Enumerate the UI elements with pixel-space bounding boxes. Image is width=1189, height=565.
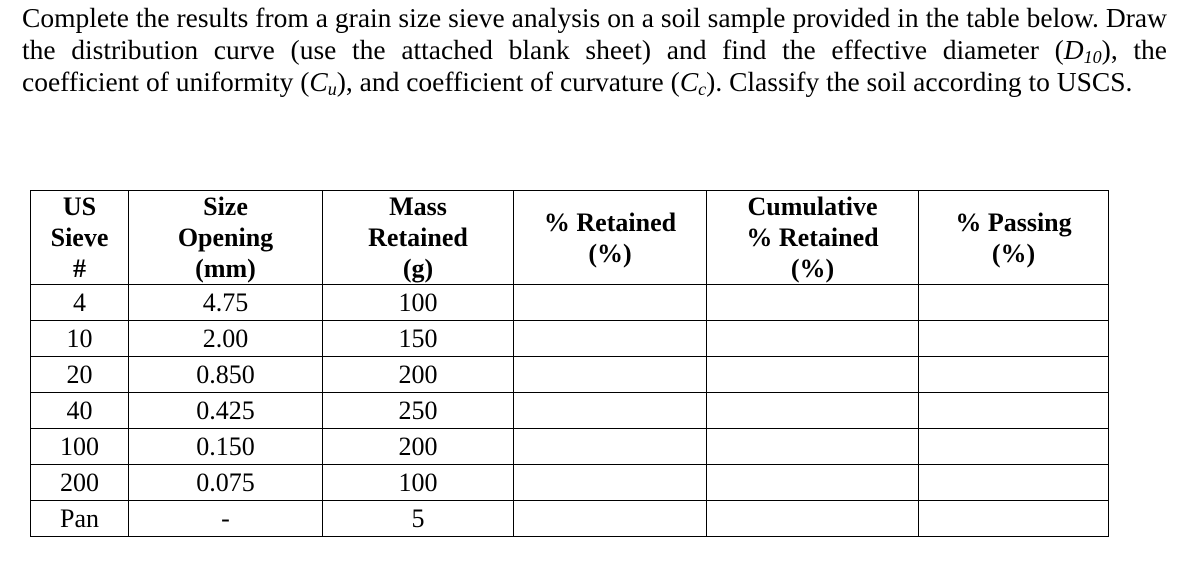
table-row: 40 0.425 250 bbox=[30, 392, 1109, 429]
header-cell: Cumulative% Retained (%) bbox=[706, 190, 919, 285]
table-row: 10 2.00 150 bbox=[30, 320, 1109, 357]
cell: 200 bbox=[322, 428, 514, 465]
sieve-table: US Sieve # Size Opening (mm) Mass Retained (g)% … bbox=[30, 190, 1109, 537]
cell: 0.850 bbox=[128, 356, 323, 393]
header-cell: Size Opening (mm) bbox=[128, 190, 323, 285]
header-line: % Passing bbox=[955, 207, 1072, 237]
table-row: 4 4.75 100 bbox=[30, 284, 1109, 321]
header-cell: US Sieve # bbox=[30, 190, 129, 285]
empty-cell bbox=[706, 392, 919, 429]
subscript: u bbox=[328, 79, 337, 99]
cell: - bbox=[128, 500, 323, 537]
cell: 200 bbox=[30, 464, 129, 501]
header-line: Mass bbox=[389, 192, 447, 221]
table-row: 20 0.850 200 bbox=[30, 356, 1109, 393]
header-line: (%) bbox=[991, 238, 1036, 268]
empty-cell bbox=[706, 428, 919, 465]
table-row: Pan -5 bbox=[30, 500, 1109, 537]
cell: 4.75 bbox=[128, 284, 323, 321]
header-cell: Mass Retained (g) bbox=[322, 190, 514, 285]
subscript-text: u bbox=[327, 79, 337, 99]
subscript: 10 bbox=[1084, 47, 1102, 67]
cell: 5 bbox=[322, 500, 514, 537]
header-line: % Retained bbox=[543, 207, 677, 237]
symbol: D bbox=[1063, 34, 1084, 65]
empty-cell bbox=[918, 428, 1109, 465]
symbol: C bbox=[679, 66, 699, 97]
cell: 2.00 bbox=[128, 320, 323, 357]
empty-cell bbox=[706, 356, 919, 393]
empty-cell bbox=[706, 320, 919, 357]
cell: 100 bbox=[30, 428, 129, 465]
header-line: (%) bbox=[790, 254, 835, 283]
cell: 20 bbox=[30, 356, 129, 393]
header-cell: % Retained (%) bbox=[513, 190, 707, 285]
empty-cell bbox=[918, 320, 1109, 357]
empty-cell bbox=[918, 392, 1109, 429]
header-line: (%) bbox=[588, 238, 632, 268]
text: ), the coefficient of uniformity ( bbox=[22, 34, 1167, 97]
text: ), and coefficient of curvature ( bbox=[336, 66, 680, 97]
table-row: 200 0.075 100 bbox=[30, 464, 1109, 501]
subscript-text: c bbox=[698, 79, 707, 99]
header-line: (g) bbox=[402, 254, 434, 283]
cell: 0.150 bbox=[128, 428, 323, 465]
table-body: 4 4.75 100 10 2.00 150 20 0.850 200 40 0.425 250 100… bbox=[30, 284, 1109, 537]
empty-cell bbox=[918, 284, 1109, 321]
empty-cell bbox=[706, 500, 919, 537]
table-row: 100 0.150 200 bbox=[30, 428, 1109, 465]
header-line: Retained bbox=[368, 223, 468, 252]
cell: 10 bbox=[30, 320, 129, 357]
header-line: Size bbox=[203, 192, 248, 221]
empty-cell bbox=[513, 500, 707, 537]
cell: 250 bbox=[322, 392, 514, 429]
header-line: Sieve bbox=[50, 223, 109, 252]
empty-cell bbox=[513, 284, 707, 321]
empty-cell bbox=[513, 392, 707, 429]
cell: 0.075 bbox=[128, 464, 323, 501]
header-line: (mm) bbox=[195, 254, 256, 283]
empty-cell bbox=[513, 428, 707, 465]
symbol: C bbox=[309, 66, 328, 97]
text: ). Classify the soil according to USCS. bbox=[706, 66, 1133, 97]
cell: Pan bbox=[30, 500, 129, 537]
subscript: c bbox=[698, 79, 706, 99]
cell: 0.425 bbox=[128, 392, 323, 429]
header-line: % Retained bbox=[746, 223, 879, 252]
empty-cell bbox=[706, 464, 919, 501]
empty-cell bbox=[513, 356, 707, 393]
header-line: Opening bbox=[177, 223, 274, 252]
text: Complete the results from a grain size s… bbox=[22, 2, 1167, 65]
cell: 100 bbox=[322, 284, 514, 321]
cell: 40 bbox=[30, 392, 129, 429]
empty-cell bbox=[918, 464, 1109, 501]
empty-cell bbox=[706, 284, 919, 321]
question: Complete the results from a grain size s… bbox=[22, 2, 1167, 98]
cell: 150 bbox=[322, 320, 514, 357]
cell: 4 bbox=[30, 284, 129, 321]
empty-cell bbox=[513, 464, 707, 501]
header-row: US Sieve # Size Opening (mm) Mass Retained (g)% … bbox=[30, 190, 1109, 285]
empty-cell bbox=[918, 500, 1109, 537]
cell: 200 bbox=[322, 356, 514, 393]
header-cell: % Passing (%) bbox=[918, 190, 1109, 285]
header-line: US bbox=[62, 192, 97, 221]
empty-cell bbox=[513, 320, 707, 357]
header-line: # bbox=[73, 254, 86, 283]
cell: 100 bbox=[322, 464, 514, 501]
empty-cell bbox=[918, 356, 1109, 393]
subscript-text: 10 bbox=[1083, 47, 1102, 67]
header-line: Cumulative bbox=[747, 192, 878, 221]
